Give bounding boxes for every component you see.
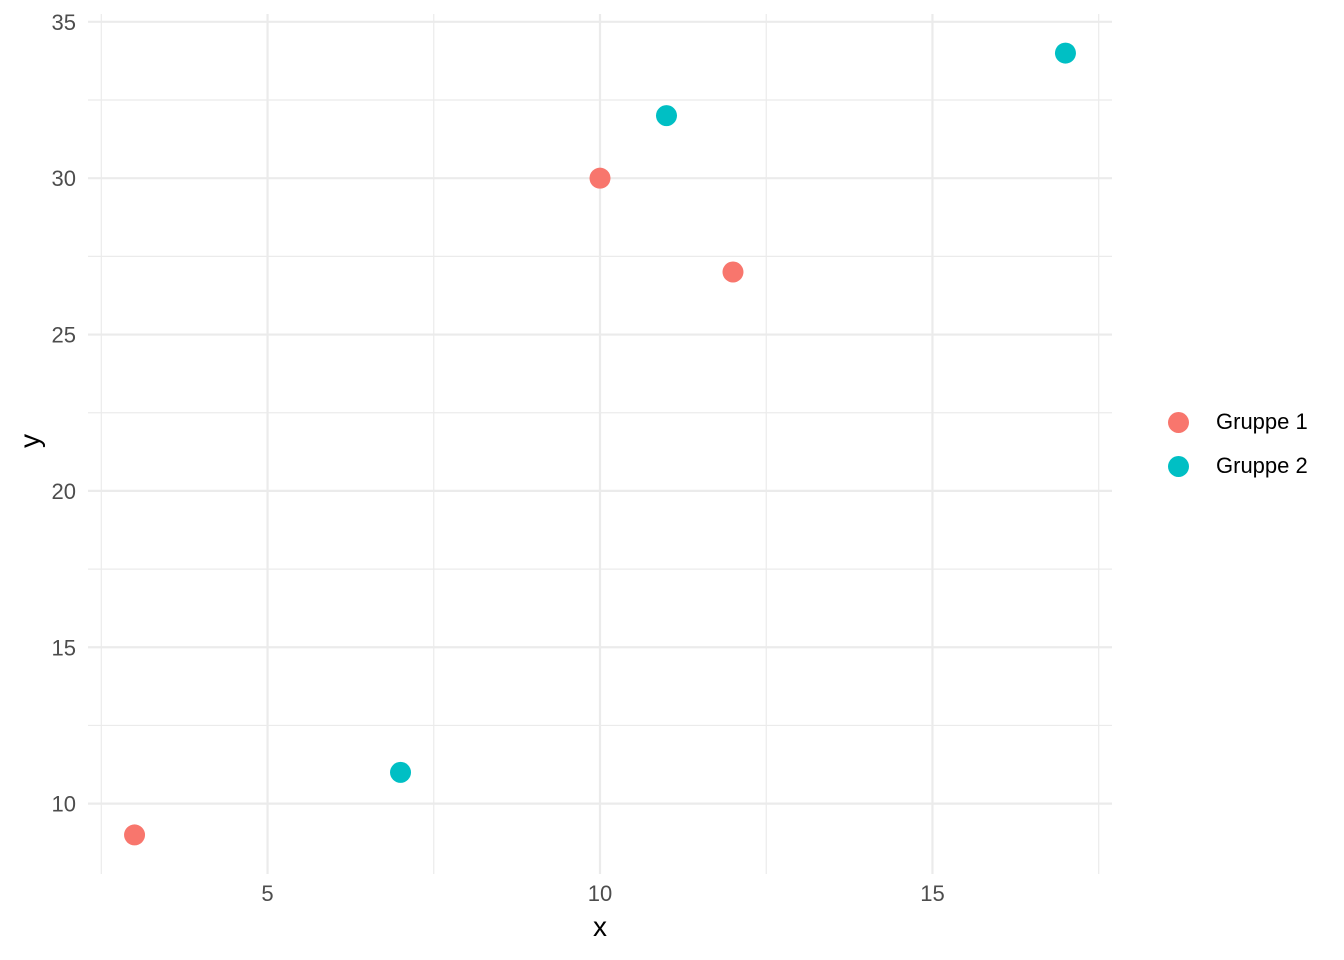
y-tick-label: 15 bbox=[52, 635, 76, 660]
x-axis-title: x bbox=[593, 911, 607, 942]
x-tick-label: 5 bbox=[261, 881, 273, 906]
y-axis-title: y bbox=[14, 434, 45, 448]
legend-dot-gruppe-1 bbox=[1168, 411, 1189, 433]
y-tick-label: 20 bbox=[52, 479, 76, 504]
y-tick-label: 10 bbox=[52, 792, 76, 817]
y-tick-label: 25 bbox=[52, 323, 76, 348]
legend-item: Gruppe 1 bbox=[1168, 400, 1308, 444]
scatter-point-gruppe-1 bbox=[722, 261, 744, 283]
x-tick-label: 10 bbox=[588, 881, 612, 906]
legend-label: Gruppe 1 bbox=[1216, 409, 1308, 434]
y-tick-label: 35 bbox=[52, 10, 76, 35]
x-tick-label: 15 bbox=[920, 881, 944, 906]
scatter-point-gruppe-2 bbox=[1054, 42, 1076, 64]
legend-dot-gruppe-2 bbox=[1168, 455, 1189, 477]
legend-label: Gruppe 2 bbox=[1216, 453, 1308, 478]
scatter-point-gruppe-1 bbox=[124, 824, 146, 846]
y-tick-label: 30 bbox=[52, 166, 76, 191]
legend: Gruppe 1 Gruppe 2 bbox=[1168, 400, 1308, 488]
scatter-point-gruppe-2 bbox=[655, 105, 677, 127]
scatter-point-gruppe-2 bbox=[390, 761, 412, 783]
legend-item: Gruppe 2 bbox=[1168, 444, 1308, 488]
scatter-point-gruppe-1 bbox=[589, 167, 611, 189]
